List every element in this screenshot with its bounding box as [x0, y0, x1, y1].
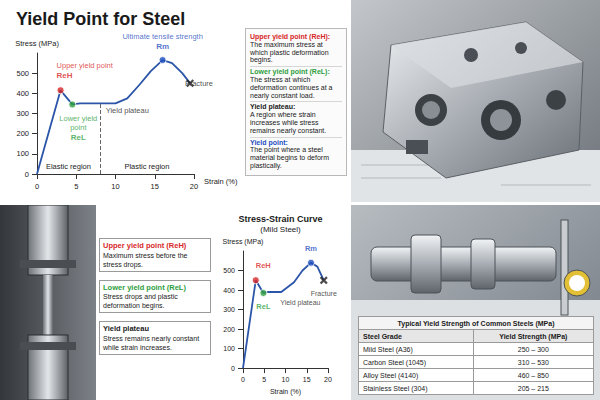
html-text:Upper yield point (ReH): Upper yield point (ReH) [103, 241, 187, 250]
svg-text:(Mild Steel): (Mild Steel) [260, 225, 301, 234]
svg-text:200: 200 [16, 129, 29, 138]
html-text:Upper yield point (ReH):: Upper yield point (ReH): [250, 33, 331, 40]
svg-text:300: 300 [223, 306, 235, 313]
html-text:Yield Strength (MPa): Yield Strength (MPa) [499, 332, 568, 340]
html-text:250 – 300: 250 – 300 [517, 345, 549, 353]
svg-text:ReL: ReL [71, 133, 86, 142]
svg-text:0: 0 [241, 376, 245, 383]
svg-text:15: 15 [303, 376, 311, 383]
html-text:310 – 530: 310 – 530 [517, 358, 549, 366]
svg-text:20: 20 [324, 376, 332, 383]
svg-text:500: 500 [223, 267, 235, 274]
svg-text:Fracture: Fracture [185, 79, 213, 88]
svg-text:100: 100 [16, 149, 29, 158]
svg-text:5: 5 [74, 182, 78, 191]
html-text:Stress remains nearly constant: Stress remains nearly constant while str… [103, 334, 200, 351]
html-text:Lower yield point (ReL):: Lower yield point (ReL): [250, 68, 330, 76]
html-text:Lower yield point (ReL): Lower yield point (ReL) [103, 282, 186, 292]
html-text:Stress drops and plastic defor: Stress drops and plastic deformation beg… [103, 293, 178, 309]
html-text:Typical Yield Strength of Comm: Typical Yield Strength of Common Steels … [397, 319, 555, 327]
svg-text:Upper yield point: Upper yield point [57, 61, 114, 70]
html-text:Maximum stress before the stre: Maximum stress before the stress drops. [103, 251, 188, 268]
svg-text:Strain (%): Strain (%) [204, 177, 238, 186]
svg-text:Stress (MPa): Stress (MPa) [223, 238, 264, 246]
svg-text:20: 20 [190, 182, 198, 191]
svg-text:15: 15 [151, 182, 159, 191]
html-text:Yield point:: Yield point: [250, 138, 288, 146]
html-text:Yield plateau: Yield plateau [103, 324, 149, 333]
svg-text:0: 0 [35, 182, 39, 191]
svg-text:ReH: ReH [57, 71, 73, 80]
html-text:A region where strain increase: A region where strain increases while st… [250, 111, 327, 134]
svg-text:400: 400 [223, 287, 235, 294]
html-text:460 – 850: 460 – 850 [517, 371, 549, 379]
html-text:The maximum stress at which pl: The maximum stress at which plastic defo… [250, 40, 329, 64]
svg-text:Rm: Rm [305, 244, 317, 253]
svg-text:Yield Point for Steel: Yield Point for Steel [16, 9, 185, 29]
html-text:Yield plateau:: Yield plateau: [250, 103, 296, 111]
svg-text:ReL: ReL [256, 302, 271, 311]
svg-text:400: 400 [16, 89, 29, 98]
svg-text:300: 300 [16, 109, 29, 118]
svg-text:200: 200 [223, 326, 235, 333]
svg-text:5: 5 [262, 376, 266, 383]
svg-text:Stress (MPa): Stress (MPa) [15, 39, 59, 48]
html-text:205 – 215: 205 – 215 [517, 384, 549, 392]
svg-text:Strain (%): Strain (%) [270, 388, 301, 396]
svg-text:0: 0 [25, 170, 29, 179]
svg-text:point: point [70, 123, 87, 132]
svg-text:Lower yield: Lower yield [59, 114, 97, 123]
svg-text:10: 10 [282, 376, 290, 383]
html-text:Steel Grade: Steel Grade [363, 332, 402, 340]
svg-text:Yield plateau: Yield plateau [106, 106, 149, 115]
html-text:Carbon Steel (1045): Carbon Steel (1045) [363, 358, 426, 366]
svg-text:500: 500 [16, 69, 29, 78]
html-text:Mild Steel (A36): Mild Steel (A36) [363, 345, 413, 353]
svg-text:Stress-Strain Curve: Stress-Strain Curve [238, 214, 322, 224]
svg-text:ReH: ReH [256, 261, 271, 270]
svg-text:Ultimate tensile strength: Ultimate tensile strength [122, 32, 202, 41]
html-text:The point where a steel materi: The point where a steel material begins … [250, 146, 329, 169]
svg-text:Plastic region: Plastic region [124, 162, 169, 171]
html-text:Alloy Steel (4140): Alloy Steel (4140) [363, 371, 419, 379]
html-text:Stainless Steel (304): Stainless Steel (304) [363, 384, 428, 392]
svg-text:10: 10 [111, 182, 119, 191]
html-text:The stress at which deformatio: The stress at which deformation continue… [250, 76, 333, 99]
svg-text:Yield plateau: Yield plateau [280, 299, 320, 307]
svg-text:100: 100 [223, 345, 235, 352]
svg-text:Fracture: Fracture [311, 290, 337, 297]
svg-text:Elastic region: Elastic region [46, 162, 91, 171]
svg-text:0: 0 [231, 365, 235, 372]
svg-text:Rm: Rm [156, 42, 169, 51]
